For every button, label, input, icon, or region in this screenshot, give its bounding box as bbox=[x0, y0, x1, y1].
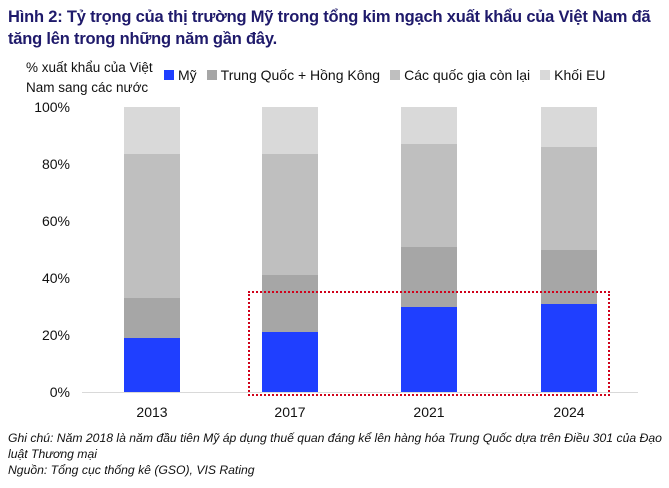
x-tick-label: 2021 bbox=[413, 404, 445, 420]
y-tick-label: 20% bbox=[41, 327, 70, 343]
legend-item: Trung Quốc + Hồng Kông bbox=[206, 67, 381, 83]
y-tick-label: 80% bbox=[41, 156, 70, 172]
x-axis-line bbox=[82, 392, 638, 393]
bar-segment bbox=[124, 337, 180, 392]
legend-label: Khối EU bbox=[554, 67, 606, 83]
legend-swatch bbox=[206, 70, 217, 80]
legend-item: Các quốc gia còn lại bbox=[390, 67, 530, 83]
bar-segment bbox=[401, 107, 457, 145]
chart-title: Hình 2: Tỷ trọng của thị trường Mỹ trong… bbox=[8, 8, 651, 48]
bar-segment bbox=[541, 146, 597, 250]
y-tick-label: 60% bbox=[41, 213, 70, 229]
legend-swatch bbox=[540, 70, 551, 80]
y-tick-label: 100% bbox=[34, 99, 70, 115]
legend-swatch bbox=[164, 70, 174, 80]
bar-2017 bbox=[262, 107, 318, 392]
bar-segment bbox=[401, 144, 457, 247]
y-axis-unit-label: % xuất khẩu của Việt Nam sang các nước bbox=[26, 60, 153, 95]
bar-segment bbox=[541, 303, 597, 392]
x-tick-label: 2017 bbox=[274, 404, 306, 420]
legend-label: Mỹ bbox=[178, 67, 197, 83]
bar-segment bbox=[262, 107, 318, 155]
bar-2013 bbox=[124, 107, 180, 392]
bar-segment bbox=[262, 332, 318, 392]
bar-segment bbox=[124, 154, 180, 298]
bar-segment bbox=[124, 107, 180, 155]
footnote-source: Nguồn: Tổng cục thống kê (GSO), VIS Rati… bbox=[8, 463, 255, 477]
y-tick-label: 40% bbox=[41, 270, 70, 286]
bar-segment bbox=[401, 246, 457, 307]
x-tick-label: 2024 bbox=[553, 404, 585, 420]
highlight-box bbox=[248, 291, 610, 396]
bar-segment bbox=[262, 154, 318, 276]
bar-segment bbox=[124, 297, 180, 338]
bar-segment bbox=[541, 249, 597, 304]
legend-swatch bbox=[390, 70, 401, 80]
legend: Mỹ Trung Quốc + Hồng Kông Các quốc gia còn… bbox=[164, 67, 616, 83]
bar-2021 bbox=[401, 107, 457, 392]
footnote-note: Ghi chú: Năm 2018 là năm đầu tiên Mỹ áp … bbox=[8, 431, 662, 461]
bar-segment bbox=[401, 306, 457, 392]
bar-2024 bbox=[541, 107, 597, 392]
legend-item: Mỹ bbox=[164, 67, 197, 83]
bar-segment bbox=[541, 107, 597, 147]
legend-label: Trung Quốc + Hồng Kông bbox=[220, 67, 381, 83]
x-tick-label: 2013 bbox=[136, 404, 168, 420]
legend-label: Các quốc gia còn lại bbox=[404, 67, 531, 83]
footnote: Ghi chú: Năm 2018 là năm đầu tiên Mỹ áp … bbox=[8, 430, 668, 478]
legend-item: Khối EU bbox=[540, 67, 606, 83]
y-tick-label: 0% bbox=[49, 384, 70, 400]
bar-segment bbox=[262, 275, 318, 333]
